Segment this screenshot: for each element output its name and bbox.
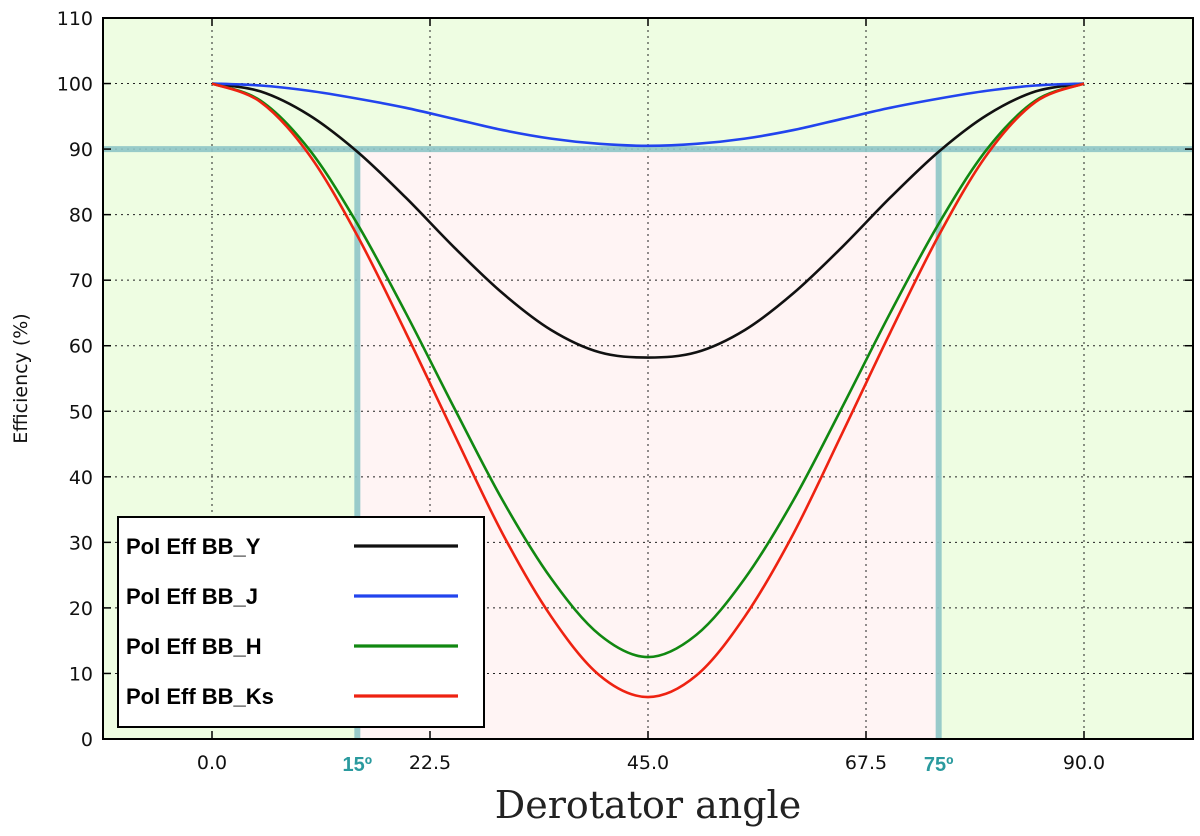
- y-tick-label: 0: [81, 729, 93, 751]
- series-line-2: [211, 82, 1085, 148]
- x-tick-label: 22.5: [409, 752, 451, 774]
- axis-labels: Derotator angle Efficiency (%): [10, 313, 801, 827]
- legend: Pol Eff BB_Y Pol Eff BB_J Pol Eff BB_H Pol …: [117, 516, 485, 728]
- y-tick-label: 10: [69, 663, 93, 685]
- series-line-4: [211, 82, 1085, 699]
- y-tick-label: 110: [57, 8, 93, 30]
- y-tick-label: 30: [69, 532, 93, 554]
- y-tick-label: 80: [69, 205, 93, 227]
- y-tick-label: 100: [57, 74, 93, 96]
- x-tick-label: 0.0: [197, 752, 227, 774]
- axis-ticks: 0 10 20 30 40 50 60 70 80 90 100 110 0.0 22.5 45.0 67.5…: [57, 8, 1193, 776]
- x-tick-label: 90.0: [1063, 752, 1105, 774]
- marker-angle-label: 75º: [924, 754, 954, 776]
- legend-entry-label: Pol Eff BB_Ks: [126, 684, 274, 709]
- series-lines: [211, 82, 1085, 699]
- y-tick-label: 70: [69, 270, 93, 292]
- series-line-3: [211, 82, 1085, 659]
- legend-entry-label: Pol Eff BB_J: [126, 584, 258, 609]
- y-axis-label: Efficiency (%): [10, 313, 32, 443]
- marker-angle-label: 15º: [343, 754, 373, 776]
- x-tick-label: 67.5: [845, 752, 887, 774]
- x-tick-label: 45.0: [627, 752, 669, 774]
- legend-entry-label: Pol Eff BB_Y: [126, 534, 261, 559]
- legend-box: [117, 516, 485, 728]
- y-tick-label: 50: [69, 401, 93, 423]
- series-line-1: [211, 82, 1085, 359]
- y-tick-label: 40: [69, 467, 93, 489]
- y-tick-label: 90: [69, 139, 93, 161]
- y-tick-label: 60: [69, 336, 93, 358]
- y-tick-label: 20: [69, 598, 93, 620]
- legend-entry-label: Pol Eff BB_H: [126, 634, 262, 659]
- x-axis-label: Derotator angle: [495, 783, 801, 827]
